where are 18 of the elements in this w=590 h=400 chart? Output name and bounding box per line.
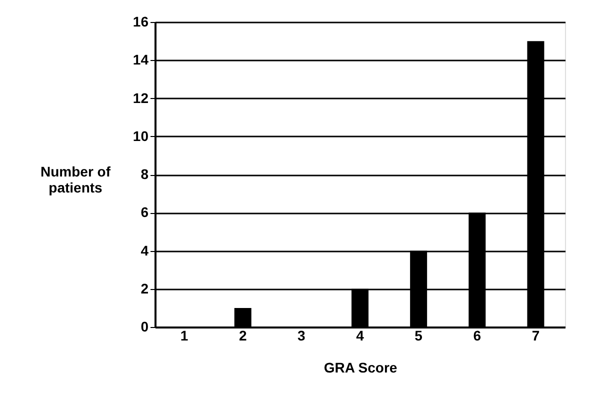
y-tick-label: 14 [132,52,149,68]
x-tick-label: 5 [414,328,423,344]
y-axis-title: Number of patients [40,164,111,196]
y-tick-label: 12 [132,90,149,106]
x-tick-label: 7 [532,328,540,344]
x-axis-title: GRA Score [324,360,398,376]
y-tick-label: 10 [132,128,149,144]
y-tick-label: 0 [140,318,149,334]
x-tick-label: 2 [238,328,247,344]
x-tick-label: 1 [180,328,188,344]
y-tick-label: 6 [140,204,149,220]
x-tick-label: 6 [473,328,482,344]
y-tick-label: 4 [140,242,149,258]
x-tick-label: 3 [298,328,306,344]
y-tick-label: 2 [140,280,149,296]
y-tick-label: 16 [132,14,149,30]
x-tick-label: 4 [356,328,364,344]
y-tick-label: 8 [140,166,149,182]
